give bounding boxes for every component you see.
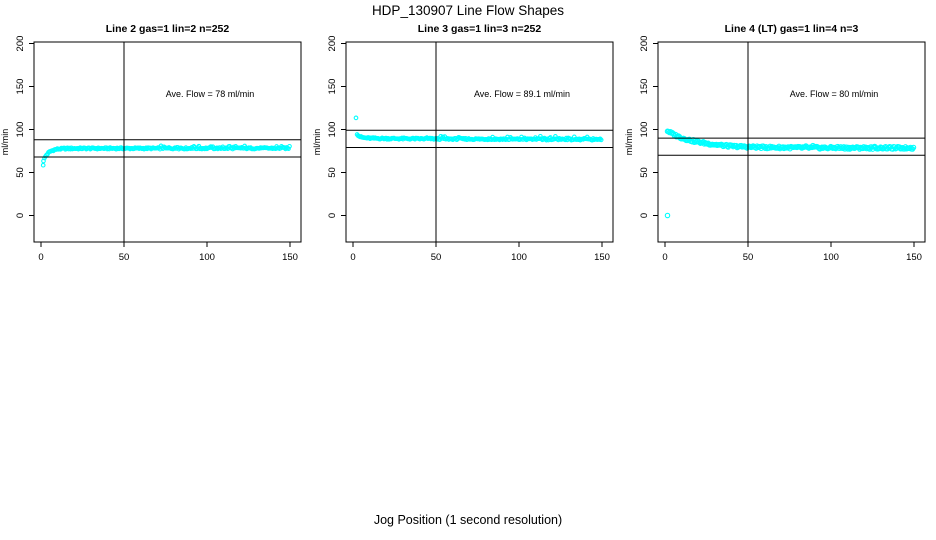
panel-title: Line 3 gas=1 lin=3 n=252 bbox=[418, 23, 542, 35]
data-point bbox=[598, 137, 604, 143]
x-tick-label: 100 bbox=[511, 252, 527, 263]
panel-1: 0 50 100 150 0 50 100 150 200 ml/min Line 2 gas=1 … bbox=[0, 23, 302, 263]
ave-flow-annotation: Ave. Flow = 89.1 ml/min bbox=[474, 89, 570, 99]
outlier-point bbox=[40, 162, 46, 168]
panel-title: Line 2 gas=1 lin=2 n=252 bbox=[106, 23, 230, 35]
y-tick-label: 150 bbox=[327, 79, 338, 95]
panel-2: 0 50 100 150 0 50 100 150 200 ml/min Line 3 gas=1 … bbox=[312, 23, 614, 263]
plot-box bbox=[657, 41, 926, 243]
y-tick-label: 150 bbox=[15, 79, 26, 95]
data-point bbox=[597, 136, 603, 142]
y-tick-label: 50 bbox=[639, 167, 650, 178]
y-tick-label: 50 bbox=[327, 167, 338, 178]
plot-box bbox=[33, 41, 302, 243]
x-tick-label: 0 bbox=[662, 252, 667, 263]
x-tick-label: 0 bbox=[38, 252, 43, 263]
x-tick-label: 100 bbox=[199, 252, 215, 263]
y-tick-label: 150 bbox=[639, 79, 650, 95]
data-point bbox=[518, 137, 523, 142]
y-axis-label: ml/min bbox=[312, 129, 322, 156]
x-tick-label: 50 bbox=[119, 252, 130, 263]
x-tick-label: 0 bbox=[350, 252, 355, 263]
x-tick-label: 150 bbox=[594, 252, 610, 263]
data-points bbox=[40, 143, 292, 168]
data-point bbox=[434, 136, 440, 142]
y-tick-label: 0 bbox=[15, 213, 26, 218]
data-point bbox=[910, 144, 917, 151]
data-point bbox=[286, 146, 291, 152]
y-axis-label: ml/min bbox=[0, 129, 10, 156]
y-tick-label: 100 bbox=[15, 122, 26, 138]
y-tick-label: 0 bbox=[639, 213, 650, 218]
main-title: HDP_130907 Line Flow Shapes bbox=[371, 3, 565, 18]
ave-flow-annotation: Ave. Flow = 80 ml/min bbox=[790, 89, 879, 99]
y-tick-label: 200 bbox=[327, 36, 338, 52]
plot-box bbox=[345, 41, 614, 243]
x-tick-label: 50 bbox=[743, 252, 754, 263]
panel-title: Line 4 (LT) gas=1 lin=4 n=3 bbox=[725, 23, 859, 35]
data-points bbox=[664, 128, 917, 219]
y-tick-label: 200 bbox=[639, 36, 650, 52]
y-tick-label: 0 bbox=[327, 213, 338, 218]
y-axis-label: ml/min bbox=[624, 129, 634, 156]
data-point bbox=[489, 137, 494, 143]
data-point bbox=[287, 143, 292, 149]
data-points bbox=[353, 115, 604, 143]
ave-flow-annotation: Ave. Flow = 78 ml/min bbox=[166, 89, 255, 99]
x-tick-label: 50 bbox=[431, 252, 442, 263]
x-tick-label: 100 bbox=[823, 252, 839, 263]
y-tick-label: 200 bbox=[15, 36, 26, 52]
panel-3: 0 50 100 150 0 50 100 150 200 ml/min Line 4 (LT) g… bbox=[624, 23, 926, 263]
x-tick-label: 150 bbox=[906, 252, 922, 263]
y-tick-label: 50 bbox=[15, 167, 26, 178]
x-tick-label: 150 bbox=[282, 252, 298, 263]
outlier-point bbox=[664, 212, 671, 219]
data-point bbox=[208, 144, 214, 149]
y-tick-label: 100 bbox=[327, 122, 338, 138]
y-tick-label: 100 bbox=[639, 122, 650, 138]
outlier-point bbox=[353, 115, 359, 121]
data-point bbox=[538, 133, 543, 139]
x-axis-label: Jog Position (1 second resolution) bbox=[373, 513, 563, 527]
